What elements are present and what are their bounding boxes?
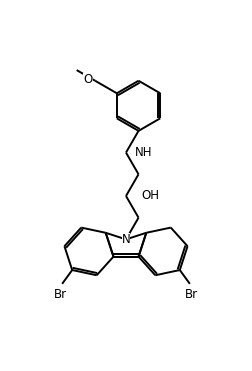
Text: NH: NH bbox=[135, 146, 152, 159]
Text: Br: Br bbox=[54, 288, 68, 301]
Text: OH: OH bbox=[142, 190, 160, 203]
Text: N: N bbox=[122, 233, 130, 246]
Text: Br: Br bbox=[184, 288, 198, 301]
Text: O: O bbox=[83, 73, 93, 86]
